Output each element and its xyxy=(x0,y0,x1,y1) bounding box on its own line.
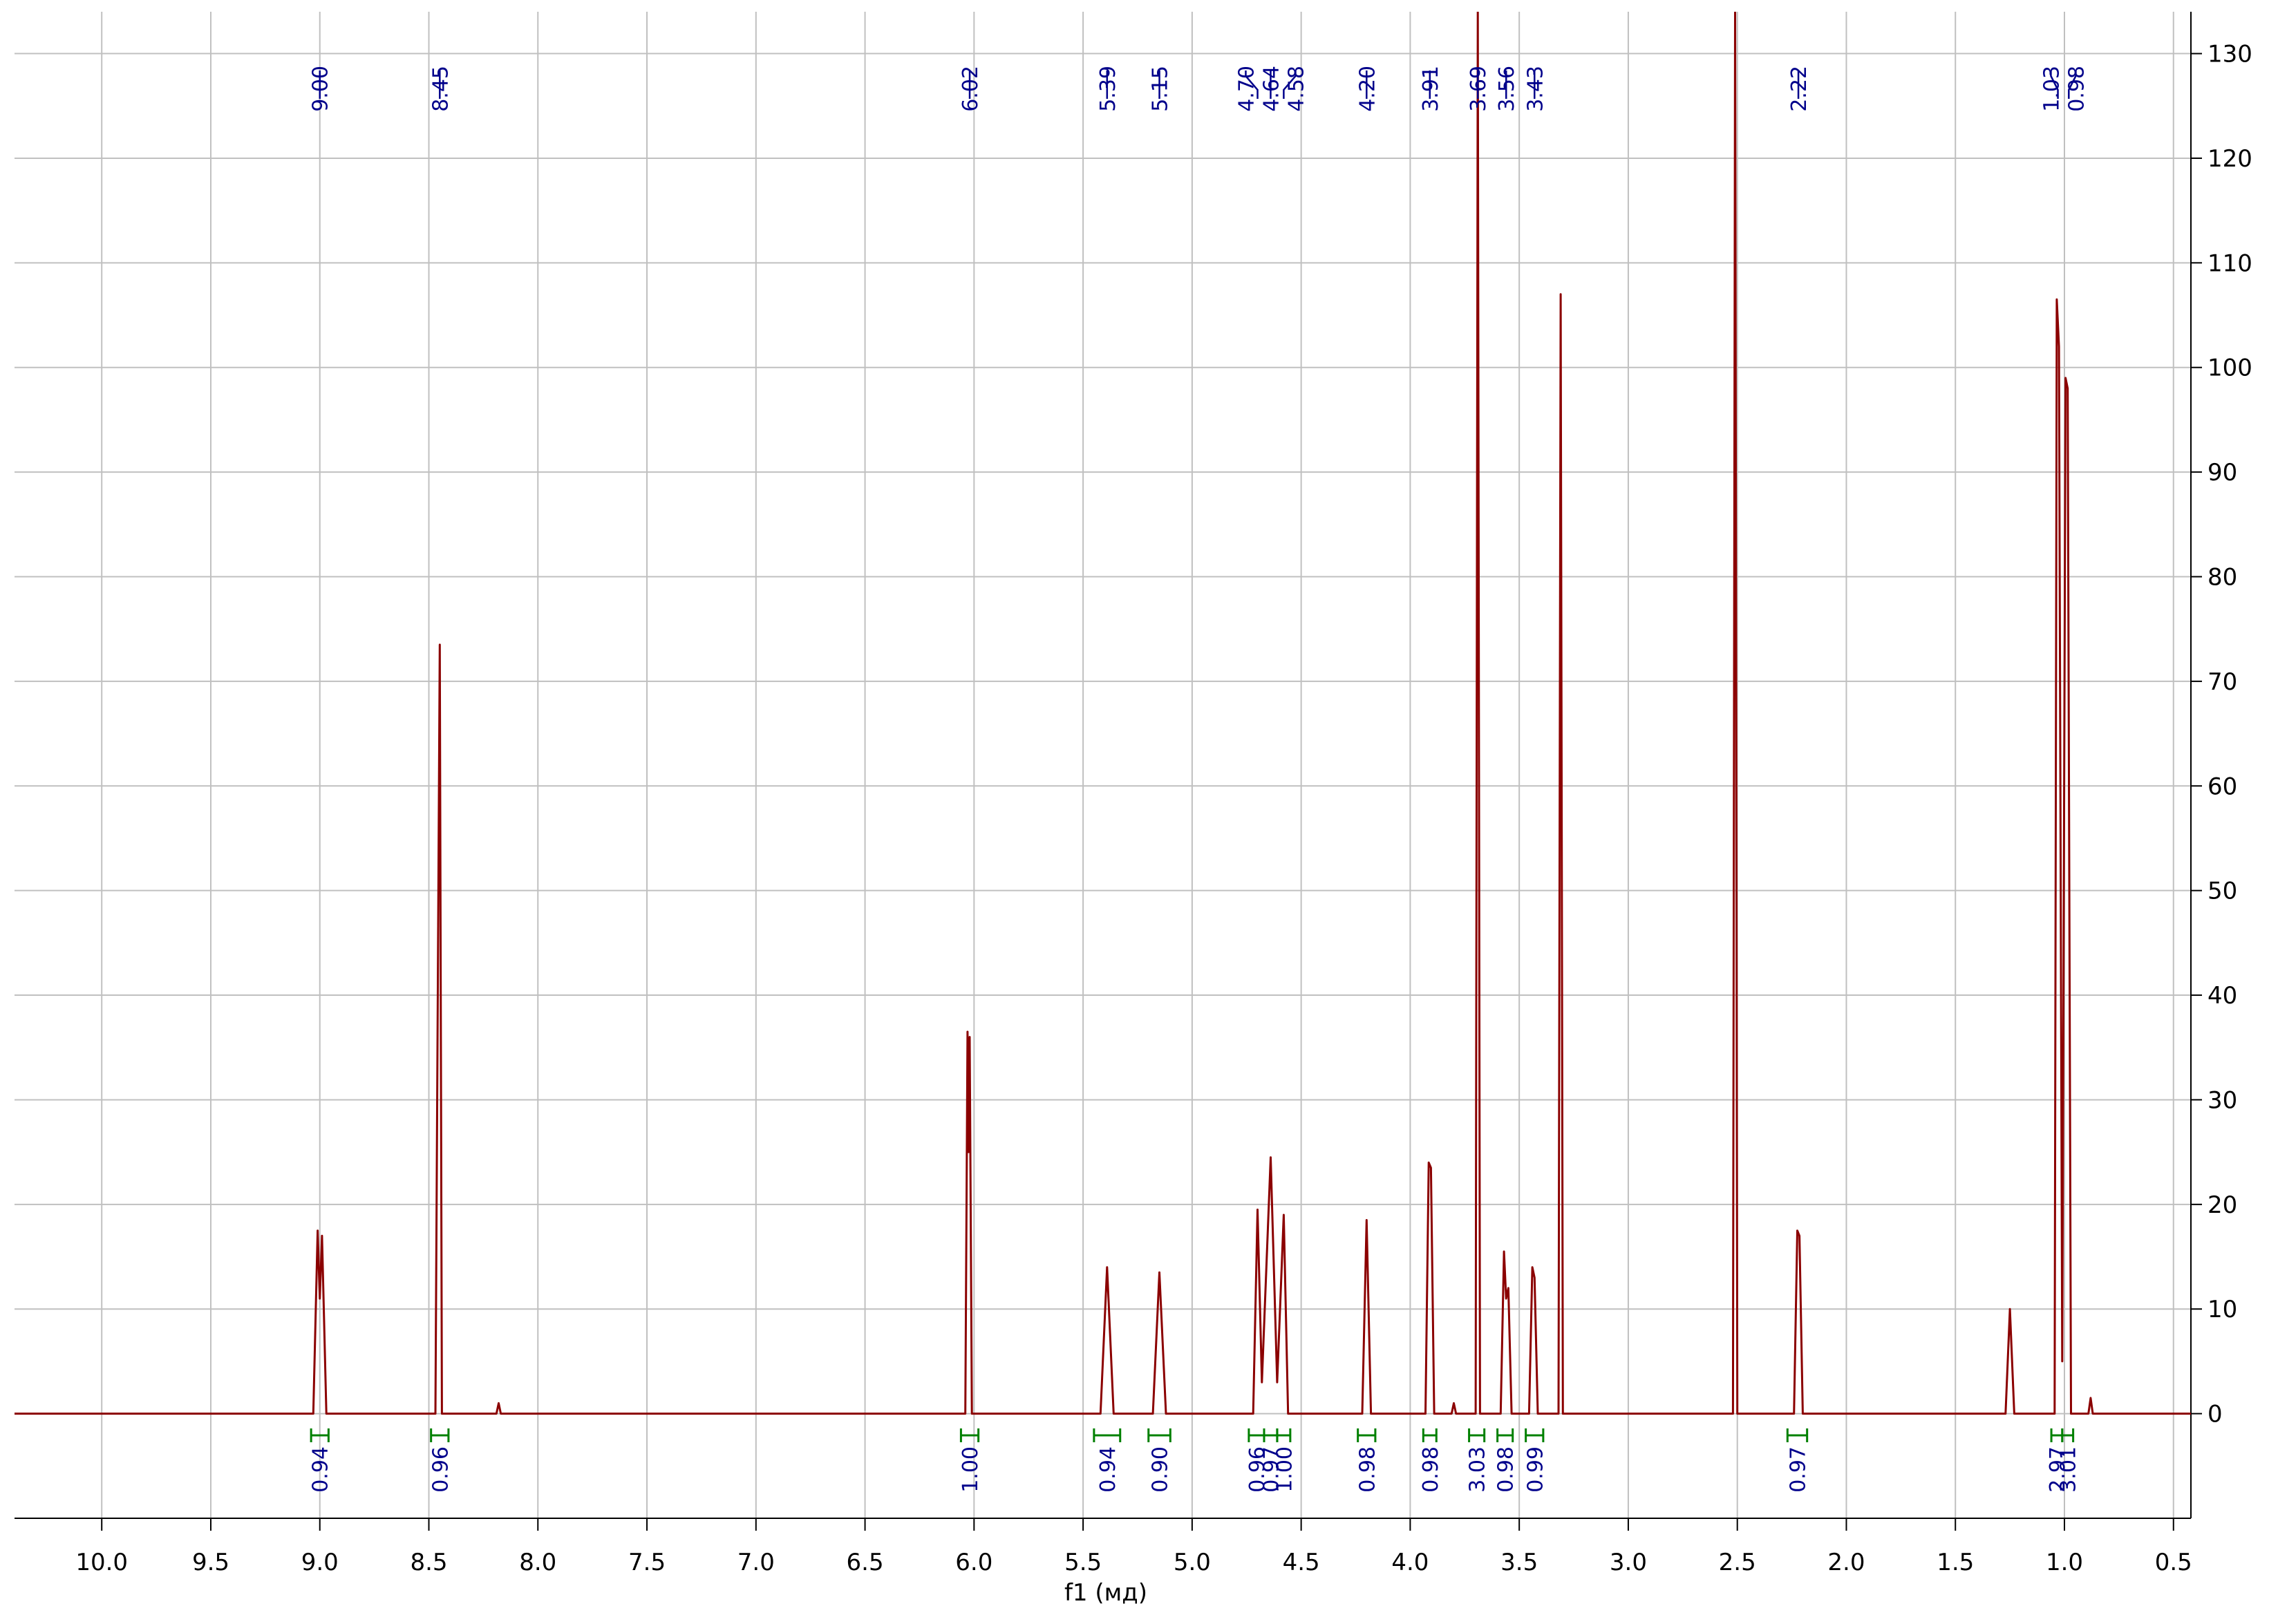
x-tick-label: 5.0 xyxy=(1174,1549,1211,1576)
x-tick-label: 8.0 xyxy=(519,1549,556,1576)
x-tick-label: 10.0 xyxy=(75,1549,128,1576)
x-tick-label: 4.0 xyxy=(1391,1549,1429,1576)
y-tick-label: 90 xyxy=(2208,459,2237,487)
x-tick-label: 8.5 xyxy=(410,1549,447,1576)
peak-label: 3.56 xyxy=(1495,66,1519,112)
integral-label: 0.98 xyxy=(1419,1446,1443,1493)
y-tick-label: 130 xyxy=(2208,41,2252,68)
y-tick-label: 80 xyxy=(2208,564,2237,592)
spectrum-line xyxy=(15,12,2191,1415)
integral-label: 0.94 xyxy=(309,1446,333,1493)
integral-label: 0.97 xyxy=(1259,1446,1283,1493)
x-tick-label: 1.5 xyxy=(1937,1549,1974,1576)
y-tick-label: 10 xyxy=(2208,1296,2237,1323)
integral-bracket xyxy=(1468,1428,1486,1442)
peak-label: 6.02 xyxy=(959,66,983,112)
integral-bracket xyxy=(1093,1428,1122,1442)
peak-label: 4.70 xyxy=(1234,66,1259,112)
peak-connector xyxy=(1283,70,1297,99)
x-tick-label: 9.0 xyxy=(301,1549,339,1576)
integral-bracket xyxy=(1525,1428,1545,1442)
peak-label: 4.20 xyxy=(1355,66,1380,112)
plot-area xyxy=(15,12,2191,1415)
y-tick-label: 30 xyxy=(2208,1086,2237,1114)
integral-label: 2.97 xyxy=(2046,1446,2070,1493)
peak-label: 5.15 xyxy=(1149,66,1173,112)
integral-label: 3.03 xyxy=(1466,1446,1490,1493)
integral-label: 0.94 xyxy=(1096,1446,1120,1493)
y-tick-label: 20 xyxy=(2208,1191,2237,1219)
x-tick-label: 9.5 xyxy=(192,1549,229,1576)
peak-label: 3.43 xyxy=(1523,66,1547,112)
peak-label: 2.22 xyxy=(1787,66,1811,112)
y-tick-label: 70 xyxy=(2208,668,2237,696)
x-axis-label: f1 (мд) xyxy=(1064,1579,1147,1607)
integral-bracket xyxy=(1276,1428,1292,1442)
integral-label: 0.96 xyxy=(429,1446,453,1493)
integral-label: 0.99 xyxy=(1523,1446,1547,1493)
x-tick-label: 5.5 xyxy=(1064,1549,1102,1576)
x-tick-label: 3.5 xyxy=(1500,1549,1538,1576)
integral-label: 0.98 xyxy=(1355,1446,1380,1493)
y-tick-label: 40 xyxy=(2208,982,2237,1010)
peak-label: 5.39 xyxy=(1096,66,1120,112)
peak-connector xyxy=(2050,70,2059,99)
y-tick-label: 120 xyxy=(2208,145,2252,173)
peak-connector xyxy=(2068,70,2077,99)
integral-bracket xyxy=(430,1428,450,1442)
peak-label: 4.58 xyxy=(1284,66,1308,112)
x-tick-label: 2.0 xyxy=(1827,1549,1865,1576)
x-tick-label: 7.0 xyxy=(737,1549,775,1576)
integral-bracket xyxy=(1422,1428,1438,1442)
peak-label: 1.03 xyxy=(2040,66,2064,112)
peak-label: 3.69 xyxy=(1467,66,1491,112)
y-tick-label: 0 xyxy=(2208,1401,2223,1428)
integral-label: 3.01 xyxy=(2057,1446,2081,1493)
integral-bracket xyxy=(1496,1428,1514,1442)
y-tick-label: 100 xyxy=(2208,355,2252,382)
x-tick-label: 3.0 xyxy=(1610,1549,1647,1576)
x-tick-label: 6.5 xyxy=(847,1549,884,1576)
integral-label: 1.00 xyxy=(1272,1446,1297,1493)
x-tick-label: 7.5 xyxy=(628,1549,666,1576)
x-tick-label: 1.0 xyxy=(2046,1549,2083,1576)
integral-bracket xyxy=(1147,1428,1171,1442)
y-tick-label: 50 xyxy=(2208,878,2237,905)
integral-bracket xyxy=(2061,1428,2075,1442)
x-tick-label: 0.5 xyxy=(2155,1549,2192,1576)
integral-bracket xyxy=(1786,1428,1809,1442)
x-tick-label: 2.5 xyxy=(1719,1549,1756,1576)
x-tick-label: 6.0 xyxy=(955,1549,992,1576)
integral-label: 1.00 xyxy=(959,1446,983,1493)
peak-label: 0.98 xyxy=(2064,66,2089,112)
integral-label: 0.90 xyxy=(1149,1446,1173,1493)
x-tick-label: 4.5 xyxy=(1283,1549,1320,1576)
peak-connector xyxy=(1245,70,1259,99)
integral-label: 0.97 xyxy=(1786,1446,1810,1493)
integral-bracket xyxy=(1357,1428,1377,1442)
integral-bracket xyxy=(310,1428,330,1442)
integral-label: 0.96 xyxy=(1245,1446,1270,1493)
integral-label: 0.98 xyxy=(1494,1446,1518,1493)
peak-label: 8.45 xyxy=(429,66,453,112)
y-tick-label: 110 xyxy=(2208,249,2252,277)
peak-label: 3.91 xyxy=(1419,66,1443,112)
peak-label: 9.00 xyxy=(309,66,333,112)
y-tick-label: 60 xyxy=(2208,773,2237,800)
integral-bracket xyxy=(959,1428,980,1442)
peak-label: 4.64 xyxy=(1259,66,1283,112)
